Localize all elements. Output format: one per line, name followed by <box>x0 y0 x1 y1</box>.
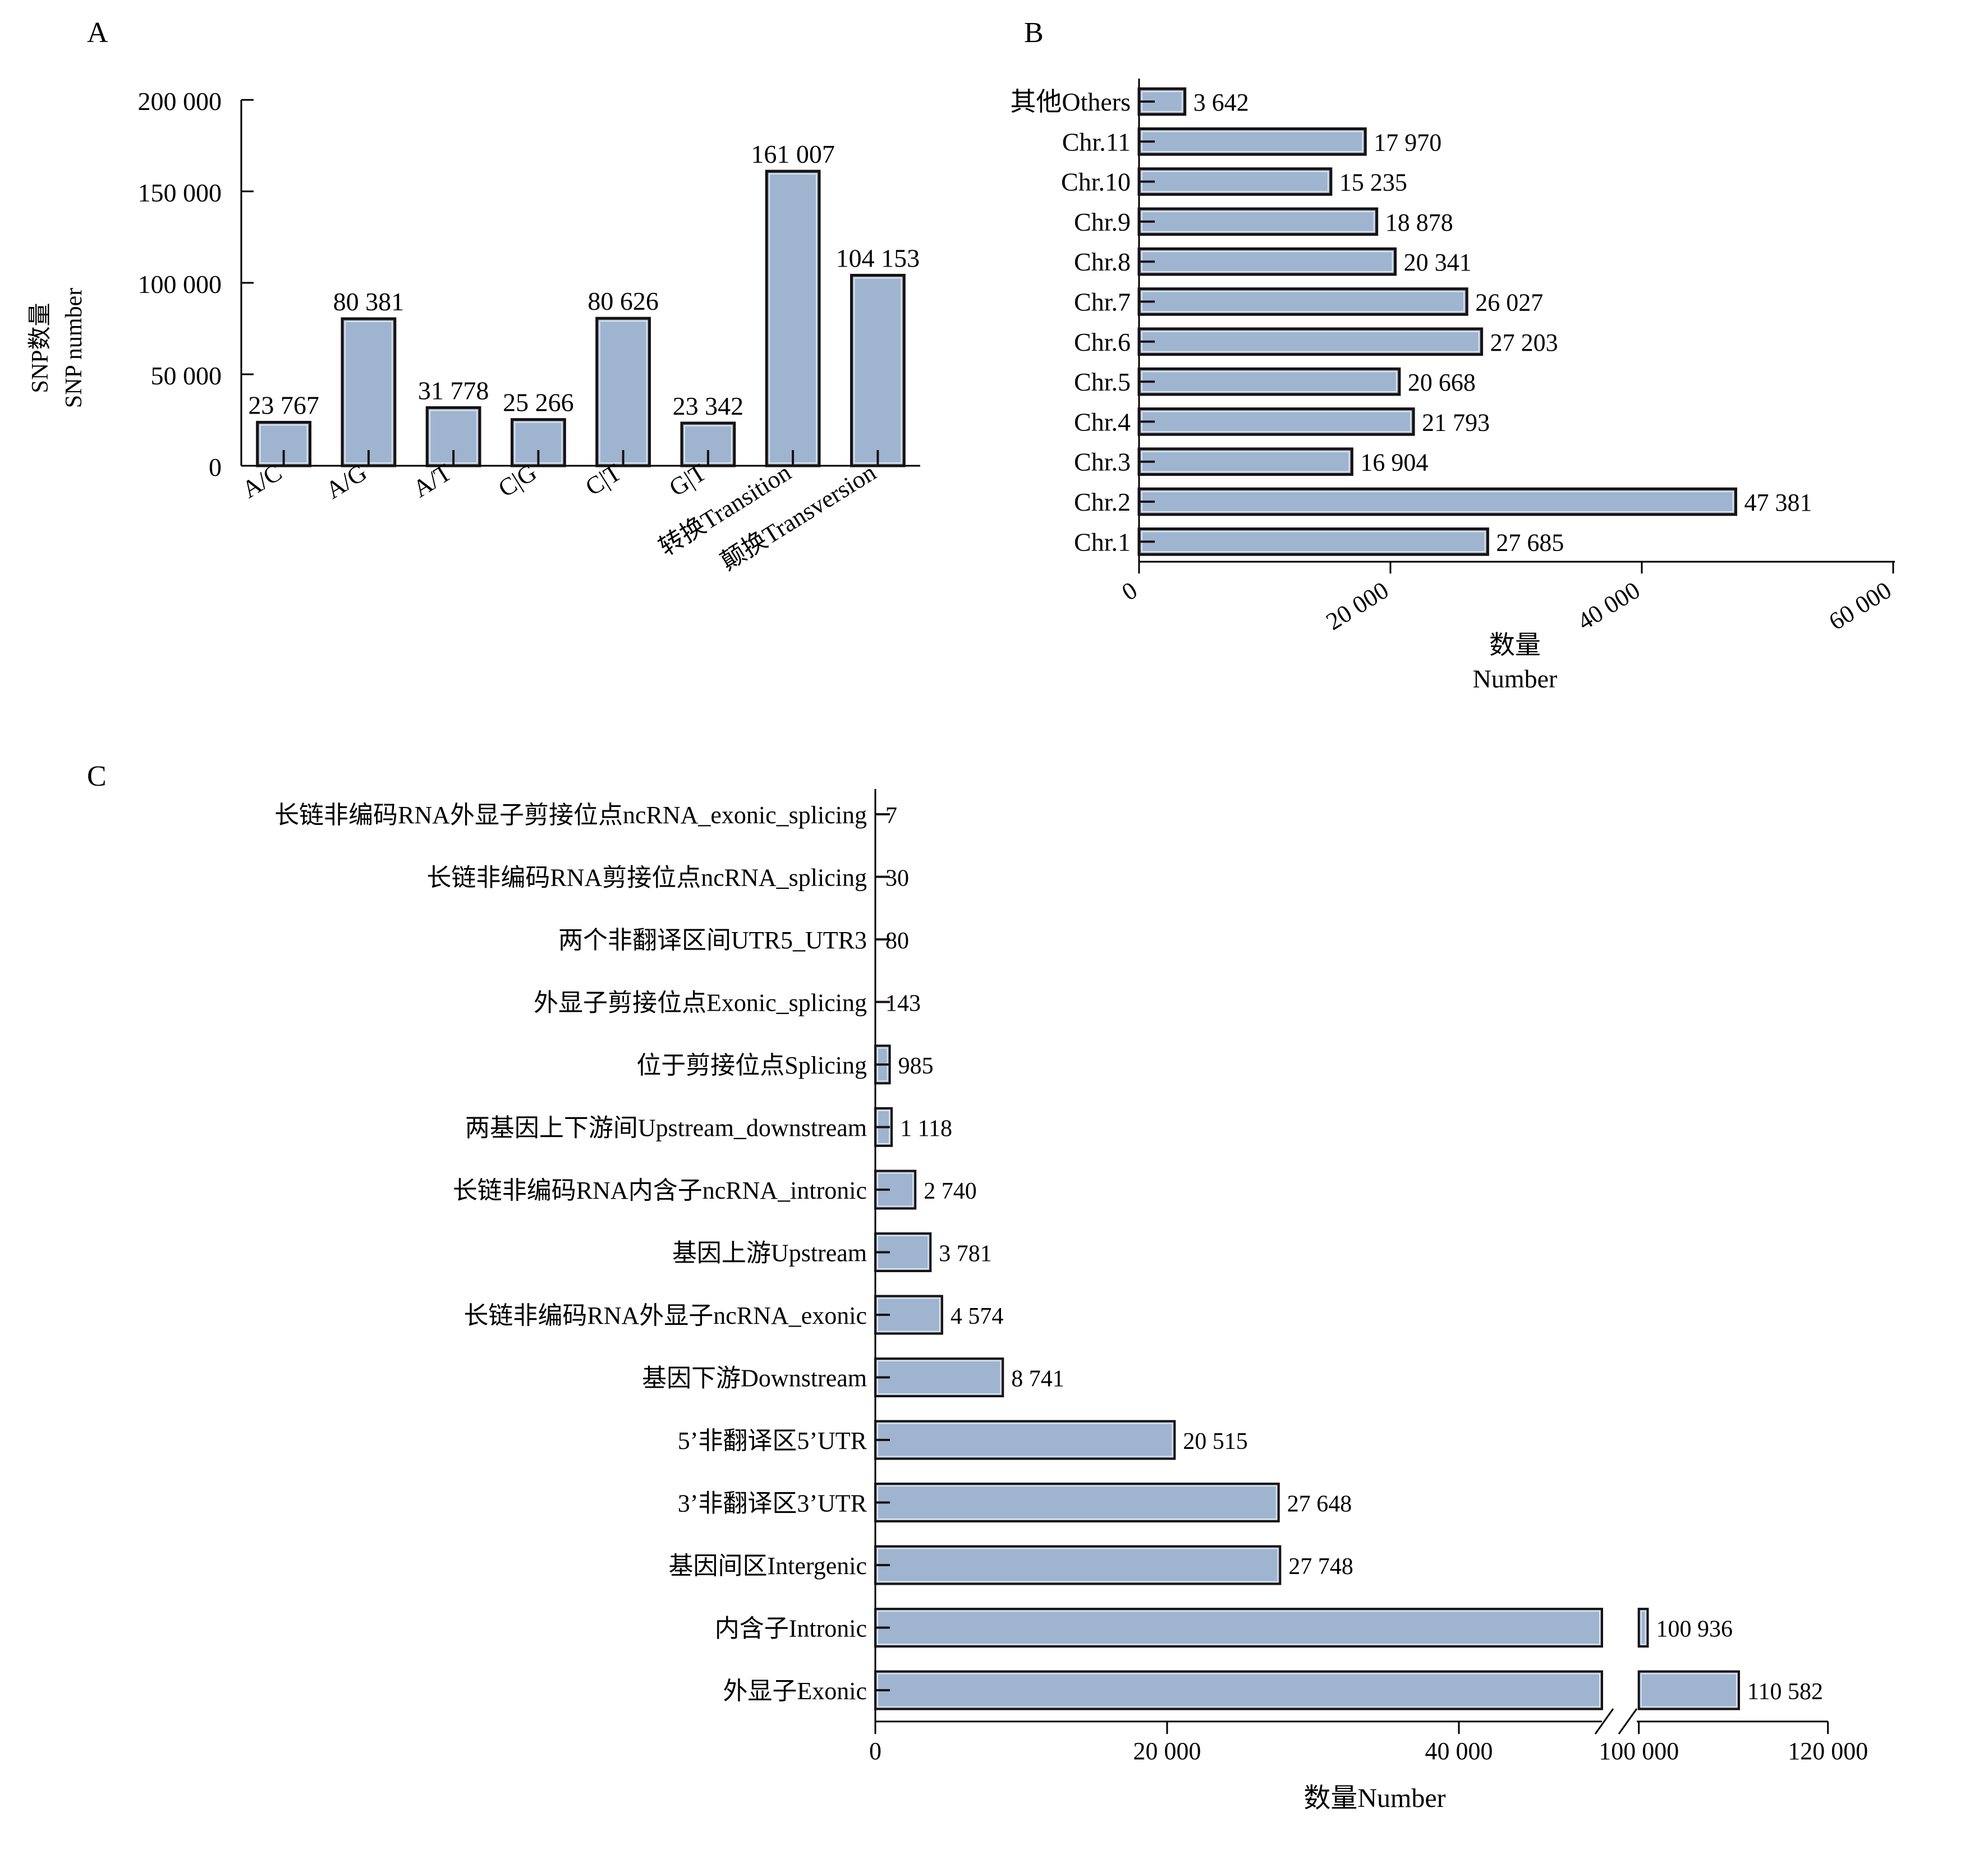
svg-text:80 626: 80 626 <box>587 287 659 315</box>
svg-text:200 000: 200 000 <box>138 87 222 116</box>
svg-text:Number: Number <box>1473 664 1558 693</box>
svg-text:基因上游Upstream: 基因上游Upstream <box>672 1240 867 1267</box>
svg-text:5’非翻译区5’UTR: 5’非翻译区5’UTR <box>678 1427 867 1455</box>
svg-text:0: 0 <box>209 453 222 481</box>
svg-text:数量: 数量 <box>1489 631 1541 659</box>
svg-text:100 000: 100 000 <box>138 270 222 299</box>
svg-text:两基因上下游间Upstream_downstream: 两基因上下游间Upstream_downstream <box>465 1114 867 1142</box>
svg-text:47 381: 47 381 <box>1744 489 1812 516</box>
svg-text:0: 0 <box>869 1737 881 1765</box>
svg-text:长链非编码RNA外显子ncRNA_exonic: 长链非编码RNA外显子ncRNA_exonic <box>463 1302 867 1329</box>
svg-text:20 341: 20 341 <box>1404 249 1472 276</box>
svg-text:20 000: 20 000 <box>1133 1737 1201 1765</box>
svg-text:23 342: 23 342 <box>673 392 744 420</box>
svg-text:3 642: 3 642 <box>1193 89 1249 116</box>
svg-text:30: 30 <box>885 866 909 892</box>
svg-text:8 741: 8 741 <box>1011 1366 1064 1392</box>
svg-text:985: 985 <box>898 1053 934 1079</box>
svg-text:内含子Intronic: 内含子Intronic <box>715 1615 867 1643</box>
svg-text:21 793: 21 793 <box>1422 409 1490 436</box>
svg-text:110 582: 110 582 <box>1747 1679 1823 1705</box>
svg-text:27 685: 27 685 <box>1496 529 1564 556</box>
svg-text:16 904: 16 904 <box>1360 449 1428 476</box>
svg-text:7: 7 <box>885 803 897 829</box>
svg-text:2 740: 2 740 <box>924 1178 977 1204</box>
svg-text:143: 143 <box>885 991 921 1017</box>
svg-text:27 748: 27 748 <box>1288 1554 1353 1580</box>
svg-text:两个非翻译区间UTR5_UTR3: 两个非翻译区间UTR5_UTR3 <box>558 926 867 954</box>
svg-text:外显子剪接位点Exonic_splicing: 外显子剪接位点Exonic_splicing <box>534 989 867 1017</box>
svg-text:161 007: 161 007 <box>751 140 835 168</box>
svg-text:80: 80 <box>885 928 909 954</box>
svg-text:40 000: 40 000 <box>1425 1737 1493 1765</box>
svg-text:基因下游Downstream: 基因下游Downstream <box>642 1365 867 1392</box>
svg-text:18 878: 18 878 <box>1385 209 1453 236</box>
svg-text:Chr.11: Chr.11 <box>1062 127 1131 156</box>
svg-text:基因间区Intergenic: 基因间区Intergenic <box>668 1552 867 1580</box>
svg-text:120 000: 120 000 <box>1788 1737 1868 1765</box>
svg-text:其他Others: 其他Others <box>1010 88 1131 116</box>
svg-text:Chr.1: Chr.1 <box>1074 527 1131 556</box>
svg-text:20 515: 20 515 <box>1183 1429 1248 1455</box>
svg-text:26 027: 26 027 <box>1475 289 1543 316</box>
svg-text:4 574: 4 574 <box>951 1304 1004 1329</box>
svg-text:15 235: 15 235 <box>1339 169 1407 196</box>
svg-text:3’非翻译区3’UTR: 3’非翻译区3’UTR <box>678 1490 867 1517</box>
svg-text:100 000: 100 000 <box>1599 1737 1679 1765</box>
svg-text:3 781: 3 781 <box>939 1241 992 1267</box>
svg-text:Chr.8: Chr.8 <box>1074 247 1131 276</box>
svg-text:Chr.4: Chr.4 <box>1074 407 1131 436</box>
svg-text:80 381: 80 381 <box>333 287 405 316</box>
svg-text:104 153: 104 153 <box>836 244 920 273</box>
svg-text:长链非编码RNA剪接位点ncRNA_splicing: 长链非编码RNA剪接位点ncRNA_splicing <box>426 864 867 892</box>
svg-text:17 970: 17 970 <box>1374 129 1441 156</box>
svg-text:1 118: 1 118 <box>900 1116 952 1142</box>
svg-text:27 648: 27 648 <box>1287 1492 1352 1517</box>
svg-text:20 668: 20 668 <box>1408 369 1476 396</box>
svg-text:B: B <box>1024 17 1044 49</box>
svg-text:50 000: 50 000 <box>151 361 222 390</box>
svg-text:100 936: 100 936 <box>1656 1617 1733 1643</box>
svg-text:C: C <box>87 760 107 792</box>
svg-text:外显子Exonic: 外显子Exonic <box>723 1677 867 1705</box>
svg-text:150 000: 150 000 <box>138 178 222 207</box>
svg-text:SNP number: SNP number <box>61 288 87 408</box>
svg-text:31 778: 31 778 <box>418 376 489 405</box>
svg-text:Chr.2: Chr.2 <box>1074 488 1131 516</box>
svg-text:Chr.10: Chr.10 <box>1061 168 1131 196</box>
svg-text:Chr.9: Chr.9 <box>1074 208 1131 236</box>
svg-text:长链非编码RNA外显子剪接位点ncRNA_exonic_sp: 长链非编码RNA外显子剪接位点ncRNA_exonic_splicing <box>274 801 867 829</box>
svg-text:Chr.3: Chr.3 <box>1074 448 1131 476</box>
svg-text:数量Number: 数量Number <box>1303 1783 1445 1813</box>
svg-text:25 266: 25 266 <box>503 388 574 417</box>
svg-text:23 767: 23 767 <box>248 391 319 420</box>
svg-text:Chr.6: Chr.6 <box>1074 328 1131 356</box>
svg-text:位于剪接位点Splicing: 位于剪接位点Splicing <box>636 1052 867 1079</box>
svg-text:27 203: 27 203 <box>1490 329 1558 356</box>
svg-text:Chr.5: Chr.5 <box>1074 368 1131 396</box>
svg-text:Chr.7: Chr.7 <box>1074 288 1131 316</box>
svg-text:A: A <box>87 17 108 49</box>
svg-text:长链非编码RNA内含子ncRNA_intronic: 长链非编码RNA内含子ncRNA_intronic <box>453 1177 867 1204</box>
svg-text:SNP数量: SNP数量 <box>27 302 53 393</box>
